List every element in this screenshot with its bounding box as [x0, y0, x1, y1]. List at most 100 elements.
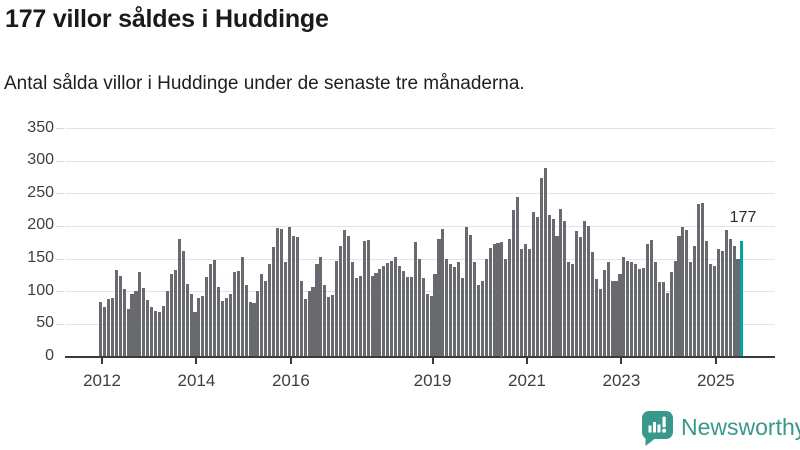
bar	[649, 240, 653, 357]
y-axis-label: 350	[27, 118, 54, 136]
bar	[126, 308, 130, 357]
bar	[590, 252, 594, 357]
bar	[260, 274, 264, 357]
bar	[232, 272, 236, 357]
x-axis-year-label: 2014	[177, 371, 216, 390]
bar	[610, 281, 614, 357]
bar	[382, 265, 386, 357]
bar	[697, 203, 701, 357]
bar	[405, 276, 410, 357]
bar	[701, 203, 705, 357]
bar	[181, 250, 185, 357]
bar	[401, 270, 406, 357]
y-axis-label: 0	[45, 347, 54, 364]
bar	[213, 259, 217, 357]
bar	[283, 262, 288, 357]
bar	[661, 282, 665, 357]
bar	[425, 293, 429, 357]
bar	[358, 275, 362, 357]
bar	[516, 196, 520, 357]
bar	[323, 284, 327, 357]
bar	[508, 238, 512, 357]
bar	[413, 242, 417, 357]
bar	[531, 212, 535, 357]
bar	[618, 273, 622, 357]
newsworthy-logo[interactable]: Newsworthy	[642, 411, 800, 446]
y-axis-label: 100	[27, 281, 54, 299]
bar	[453, 267, 457, 357]
bar	[350, 261, 354, 357]
bar	[472, 262, 476, 357]
bar	[551, 218, 555, 357]
bar	[535, 217, 539, 357]
bar	[484, 259, 488, 357]
x-axis-tick	[101, 358, 103, 364]
y-axis-label: 200	[27, 216, 54, 234]
x-axis-tick	[620, 358, 623, 364]
bar	[645, 244, 650, 357]
bar	[417, 258, 421, 357]
bar	[492, 244, 496, 357]
x-axis-year-label: 2016	[271, 371, 310, 390]
x-axis-tick	[525, 358, 528, 364]
y-axis-tick	[56, 193, 64, 195]
bar	[602, 270, 606, 357]
bar	[220, 301, 225, 357]
page-title: 177 villor såldes i Huddinge	[5, 5, 329, 33]
bar	[370, 275, 374, 357]
bar	[154, 311, 158, 357]
gridline	[65, 128, 775, 129]
bar	[685, 230, 689, 357]
bar	[594, 278, 598, 357]
bar	[677, 235, 681, 357]
gridline	[65, 160, 775, 162]
bar	[197, 298, 201, 357]
y-axis-tick	[56, 160, 64, 162]
bar	[161, 305, 166, 357]
bar	[394, 257, 398, 357]
bar	[173, 270, 177, 357]
bar	[673, 260, 677, 357]
y-axis-tick	[56, 323, 64, 325]
bar	[252, 302, 256, 357]
bar	[386, 263, 390, 357]
bar	[130, 293, 134, 357]
bar	[236, 270, 240, 357]
bar	[378, 269, 382, 357]
bar	[346, 235, 350, 357]
bar	[256, 290, 260, 357]
x-axis-year-label: 2025	[696, 371, 735, 390]
x-axis-year-label: 2023	[602, 371, 641, 390]
bar	[704, 240, 709, 357]
newsworthy-wordmark: Newsworthy	[681, 414, 800, 440]
bar	[445, 258, 449, 357]
bar	[728, 238, 732, 357]
bar	[457, 262, 461, 357]
highlight-bar	[740, 240, 744, 357]
bar	[272, 247, 276, 357]
bar	[736, 258, 740, 357]
bar	[421, 277, 425, 357]
bar	[224, 297, 228, 357]
bar	[362, 240, 366, 357]
y-axis-label: 50	[36, 314, 54, 332]
bar	[185, 284, 189, 357]
y-axis-label: 300	[27, 151, 54, 169]
bar	[398, 265, 402, 357]
bar	[437, 238, 441, 357]
chart-subtitle: Antal sålda villor i Huddinge under de s…	[4, 73, 525, 94]
bar	[488, 248, 492, 357]
bar	[307, 290, 311, 357]
bar	[193, 312, 197, 357]
highlight-value-label: 177	[729, 209, 757, 226]
bar	[319, 257, 323, 357]
bar	[315, 263, 319, 357]
bar	[268, 263, 272, 357]
bar	[689, 262, 693, 357]
bar	[539, 177, 543, 357]
x-axis-line	[65, 356, 775, 358]
bar	[240, 257, 244, 357]
bar	[547, 215, 551, 357]
bar	[110, 298, 114, 357]
bar	[244, 285, 248, 357]
